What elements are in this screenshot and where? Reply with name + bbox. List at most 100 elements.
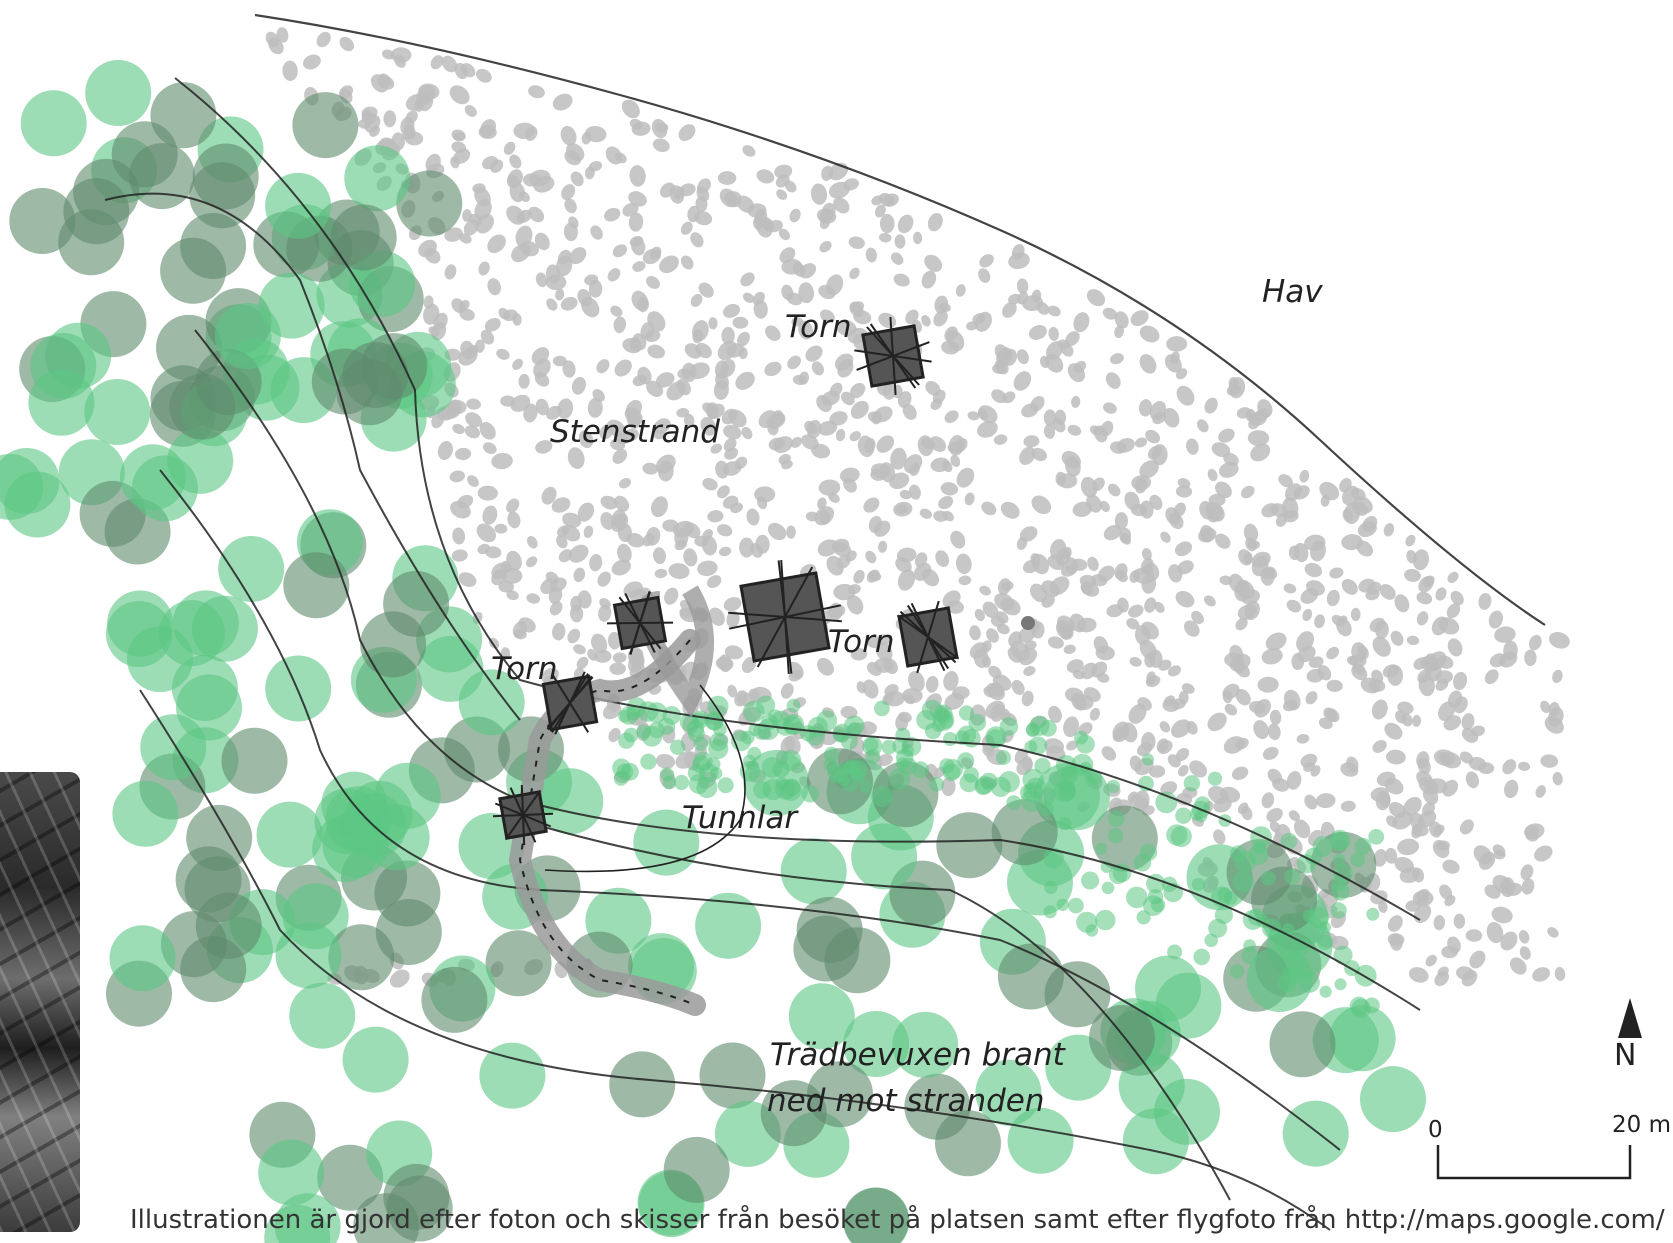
stone bbox=[714, 360, 730, 379]
stone bbox=[1465, 929, 1483, 942]
stone bbox=[1011, 679, 1025, 696]
stone bbox=[1318, 717, 1333, 730]
stone bbox=[1073, 694, 1094, 711]
small-tree bbox=[985, 726, 1007, 748]
stone bbox=[707, 575, 722, 589]
stone bbox=[1383, 523, 1395, 537]
label-sea: Hav bbox=[1262, 274, 1323, 310]
stone bbox=[975, 311, 992, 332]
tree bbox=[975, 1059, 1042, 1126]
stone bbox=[1147, 445, 1162, 460]
stone bbox=[950, 530, 966, 549]
stone bbox=[893, 273, 910, 287]
small-tree bbox=[998, 771, 1020, 793]
stone bbox=[1177, 764, 1189, 777]
stone bbox=[979, 585, 991, 596]
stone bbox=[1416, 591, 1433, 605]
stone bbox=[866, 569, 880, 583]
stone bbox=[622, 202, 639, 217]
stone bbox=[515, 225, 533, 247]
stone bbox=[389, 969, 410, 988]
stone bbox=[541, 486, 557, 505]
stone bbox=[1356, 540, 1374, 557]
stone bbox=[557, 525, 569, 537]
stone bbox=[871, 411, 882, 425]
stone bbox=[487, 234, 506, 254]
stone bbox=[560, 296, 578, 311]
stone bbox=[1418, 776, 1439, 795]
stone bbox=[570, 171, 584, 187]
stone bbox=[1326, 589, 1340, 607]
stone bbox=[1257, 399, 1273, 418]
tree bbox=[158, 600, 225, 667]
stone bbox=[969, 625, 981, 641]
stone bbox=[1144, 597, 1157, 613]
stone bbox=[708, 607, 725, 626]
stone bbox=[757, 496, 768, 510]
stone bbox=[1156, 738, 1169, 753]
stone bbox=[954, 438, 968, 453]
stone bbox=[674, 539, 687, 551]
stone bbox=[276, 27, 289, 43]
small-tree bbox=[1207, 771, 1223, 786]
tree bbox=[176, 674, 242, 741]
stone bbox=[867, 662, 882, 676]
stone bbox=[1218, 428, 1235, 443]
small-tree bbox=[1039, 719, 1057, 737]
small-tree bbox=[1167, 944, 1183, 960]
stone bbox=[1304, 794, 1318, 810]
small-tree bbox=[1107, 810, 1125, 828]
stone bbox=[1370, 787, 1389, 802]
stone bbox=[394, 54, 406, 68]
tree bbox=[192, 143, 259, 210]
stone bbox=[849, 431, 861, 442]
stone bbox=[1254, 698, 1271, 718]
small-tree bbox=[995, 750, 1011, 766]
stone bbox=[450, 156, 460, 169]
stone bbox=[1016, 349, 1029, 365]
small-tree bbox=[1095, 909, 1116, 931]
stone bbox=[1413, 549, 1429, 571]
stone bbox=[1106, 604, 1124, 618]
stone bbox=[805, 345, 823, 362]
small-tree bbox=[957, 752, 975, 770]
stone bbox=[1018, 626, 1036, 643]
tree bbox=[1122, 1108, 1189, 1175]
stone bbox=[1484, 884, 1501, 899]
small-tree bbox=[935, 707, 951, 722]
contour-line bbox=[104, 192, 521, 721]
stone bbox=[1392, 811, 1413, 830]
stone bbox=[528, 85, 545, 99]
stone bbox=[1204, 397, 1218, 414]
stone bbox=[1283, 583, 1297, 594]
small-tree bbox=[772, 760, 790, 778]
stone bbox=[833, 197, 850, 214]
stone bbox=[1388, 915, 1403, 932]
stone bbox=[1261, 503, 1279, 518]
stone bbox=[1105, 372, 1121, 389]
tree bbox=[485, 930, 552, 997]
stone bbox=[826, 274, 844, 296]
stone bbox=[1120, 532, 1131, 545]
contour-line bbox=[519, 819, 1231, 1201]
small-tree bbox=[648, 721, 665, 739]
stone bbox=[1166, 336, 1188, 352]
stone bbox=[1213, 829, 1226, 845]
stone bbox=[1390, 630, 1404, 646]
stone bbox=[482, 442, 497, 454]
stone bbox=[564, 150, 582, 166]
stone bbox=[819, 208, 833, 224]
stone bbox=[905, 309, 919, 325]
stone bbox=[990, 682, 1005, 697]
stone bbox=[632, 261, 646, 272]
stone bbox=[1028, 325, 1047, 340]
stone bbox=[805, 511, 819, 522]
small-tree bbox=[957, 725, 977, 745]
stone bbox=[1008, 252, 1030, 270]
stone bbox=[1067, 424, 1082, 436]
stone bbox=[452, 423, 465, 435]
stone bbox=[1326, 646, 1340, 660]
stone bbox=[1532, 967, 1550, 982]
stone bbox=[1394, 594, 1410, 613]
tree bbox=[421, 966, 488, 1033]
